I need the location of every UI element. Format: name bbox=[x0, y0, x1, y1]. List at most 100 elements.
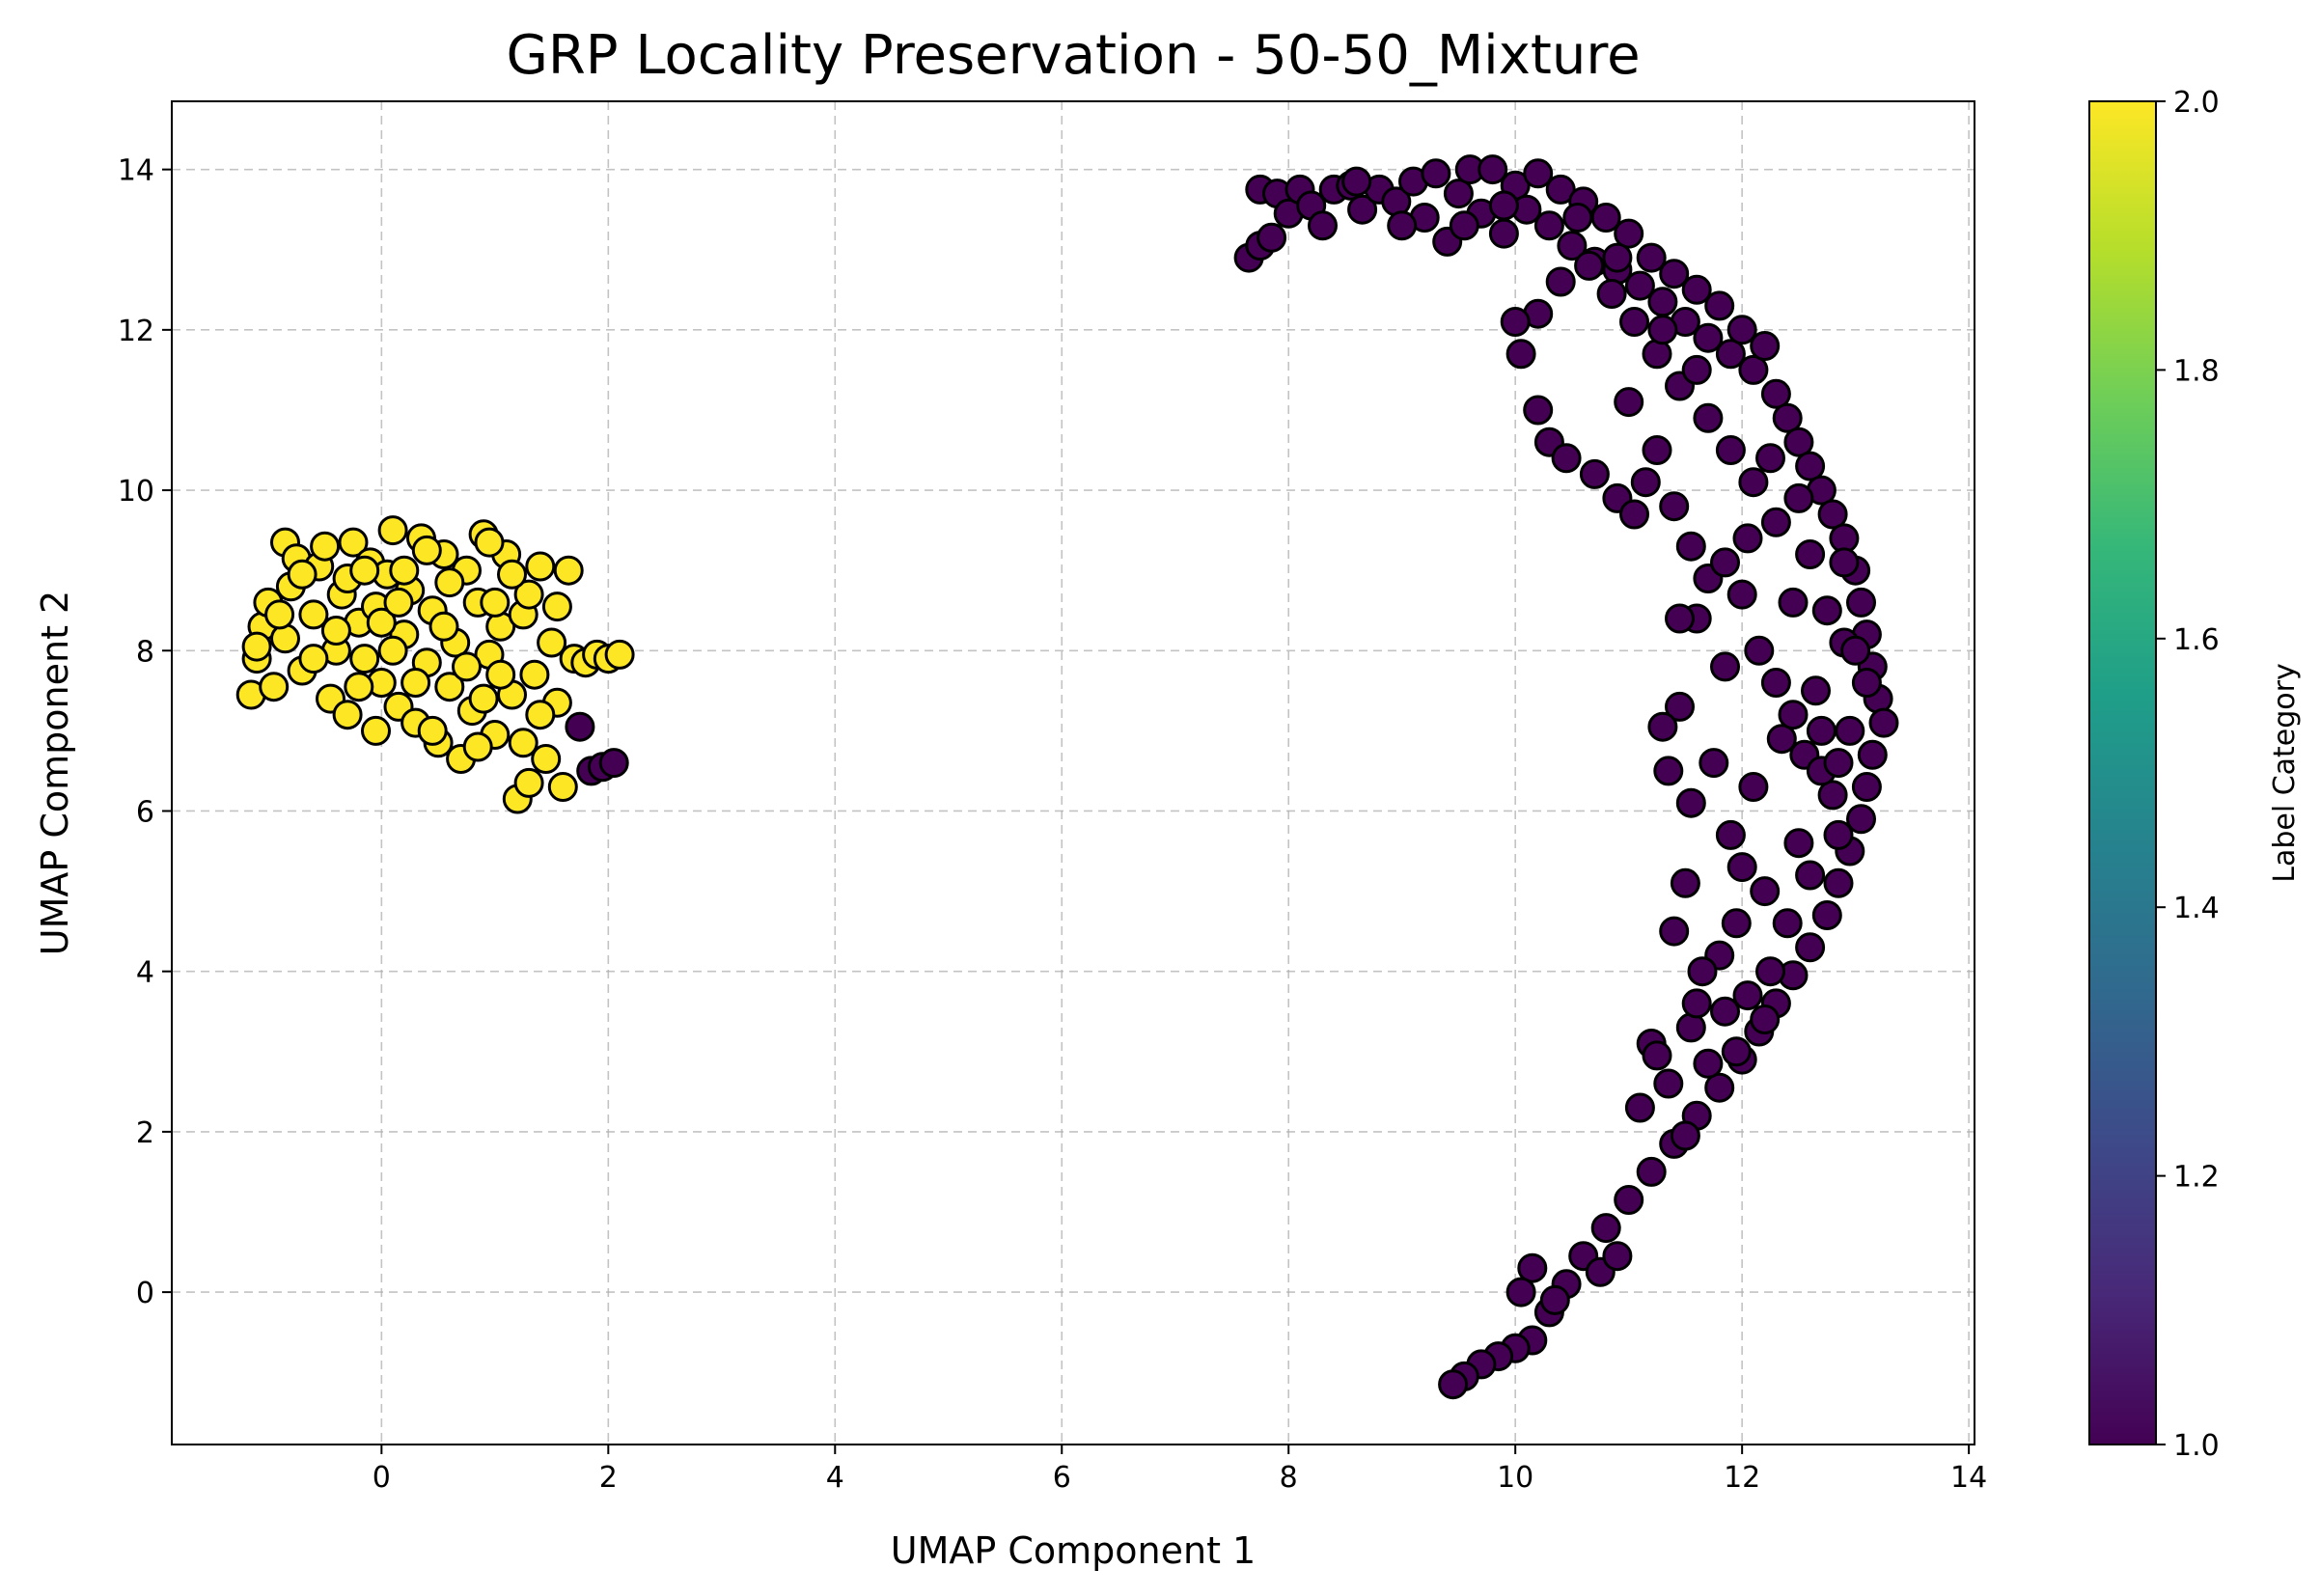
data-point bbox=[452, 651, 482, 682]
y-tick-label: 14 bbox=[118, 154, 154, 188]
data-point bbox=[287, 559, 318, 590]
data-point bbox=[1675, 787, 1706, 818]
colorbar-tick-label: 2.0 bbox=[2173, 86, 2220, 120]
data-point bbox=[1647, 315, 1678, 345]
data-point bbox=[604, 639, 635, 670]
data-point bbox=[1868, 707, 1899, 738]
data-point bbox=[1693, 402, 1724, 433]
data-point bbox=[1653, 756, 1684, 786]
data-point bbox=[531, 744, 562, 774]
data-point bbox=[1811, 595, 1842, 626]
data-point bbox=[1732, 980, 1763, 1011]
data-point bbox=[1642, 435, 1672, 465]
data-point bbox=[1778, 587, 1809, 618]
data-point bbox=[1659, 259, 1690, 289]
data-point bbox=[1795, 539, 1826, 569]
data-point bbox=[1517, 1252, 1548, 1283]
data-point bbox=[1726, 852, 1757, 883]
data-point bbox=[1647, 287, 1678, 317]
x-axis-label: UMAP Component 1 bbox=[891, 1529, 1256, 1572]
data-point bbox=[1687, 956, 1718, 987]
data-point bbox=[1614, 218, 1644, 249]
data-point bbox=[1681, 354, 1712, 385]
data-point bbox=[1500, 307, 1531, 337]
data-point bbox=[462, 731, 493, 762]
data-point bbox=[553, 555, 584, 586]
data-point bbox=[1642, 1040, 1672, 1071]
data-point bbox=[366, 607, 397, 638]
x-tick-label: 8 bbox=[1280, 1461, 1298, 1495]
data-point bbox=[1823, 867, 1854, 898]
data-point bbox=[1710, 547, 1740, 578]
data-point bbox=[1726, 579, 1757, 610]
data-point bbox=[1738, 354, 1769, 385]
data-point bbox=[310, 531, 341, 562]
data-point bbox=[417, 715, 448, 746]
data-point bbox=[1602, 242, 1633, 273]
data-point bbox=[320, 616, 351, 646]
data-point bbox=[1704, 1072, 1735, 1103]
data-point bbox=[1505, 1277, 1536, 1307]
data-point bbox=[1721, 908, 1752, 939]
data-point bbox=[344, 672, 374, 702]
data-point bbox=[547, 772, 578, 802]
data-point bbox=[411, 535, 442, 565]
data-point bbox=[1710, 651, 1740, 682]
data-point bbox=[1760, 378, 1791, 409]
data-point bbox=[1795, 860, 1826, 891]
data-point bbox=[1421, 158, 1451, 189]
data-point bbox=[1642, 339, 1672, 370]
data-point bbox=[1614, 1185, 1644, 1215]
data-point bbox=[1665, 603, 1695, 634]
data-points bbox=[235, 154, 1899, 1400]
data-point bbox=[1726, 315, 1757, 345]
data-point bbox=[1488, 190, 1519, 221]
data-point bbox=[1823, 819, 1854, 850]
data-point bbox=[1750, 331, 1781, 361]
y-tick-label: 10 bbox=[118, 475, 154, 509]
data-point bbox=[1699, 748, 1729, 779]
data-point bbox=[1443, 179, 1474, 209]
data-point bbox=[1596, 279, 1627, 309]
data-point bbox=[537, 627, 567, 658]
colorbar-tick-label: 1.8 bbox=[2173, 354, 2220, 388]
data-point bbox=[1750, 1004, 1781, 1034]
data-point bbox=[1806, 715, 1837, 746]
data-point bbox=[377, 515, 408, 546]
data-point bbox=[1755, 443, 1785, 474]
data-point bbox=[1715, 435, 1746, 465]
data-point bbox=[1659, 491, 1690, 522]
data-point bbox=[1636, 1156, 1667, 1187]
data-point bbox=[1590, 1213, 1621, 1244]
data-point bbox=[1624, 270, 1655, 301]
y-axis-ticks: 0 2 4 6 8 10 12 14 bbox=[118, 154, 172, 1310]
data-point bbox=[1823, 748, 1854, 779]
y-tick-label: 4 bbox=[136, 956, 154, 990]
data-point bbox=[1624, 1092, 1655, 1123]
colorbar: 1.0 1.2 1.4 1.6 1.8 2.0 Label Category bbox=[2088, 86, 2302, 1463]
colorbar-tick-label: 1.0 bbox=[2173, 1429, 2220, 1463]
data-point bbox=[1772, 908, 1803, 939]
data-point bbox=[525, 700, 556, 730]
data-point bbox=[1817, 499, 1848, 530]
data-point bbox=[1778, 700, 1809, 730]
data-point bbox=[1738, 772, 1769, 802]
data-point bbox=[1670, 867, 1700, 898]
data-point bbox=[1347, 194, 1378, 225]
y-tick-label: 0 bbox=[136, 1277, 154, 1310]
data-point bbox=[1795, 451, 1826, 482]
data-point bbox=[1681, 988, 1712, 1019]
data-point bbox=[1478, 154, 1508, 185]
data-point bbox=[1488, 218, 1519, 249]
data-point bbox=[1341, 166, 1372, 197]
data-point bbox=[1760, 668, 1791, 698]
data-point bbox=[259, 672, 290, 702]
data-point bbox=[349, 644, 380, 674]
data-point bbox=[1670, 1120, 1700, 1151]
data-point bbox=[1539, 1284, 1570, 1315]
data-point bbox=[474, 527, 505, 558]
data-point bbox=[1387, 210, 1418, 241]
x-tick-label: 2 bbox=[599, 1461, 618, 1495]
data-point bbox=[565, 711, 595, 742]
x-tick-label: 6 bbox=[1053, 1461, 1071, 1495]
